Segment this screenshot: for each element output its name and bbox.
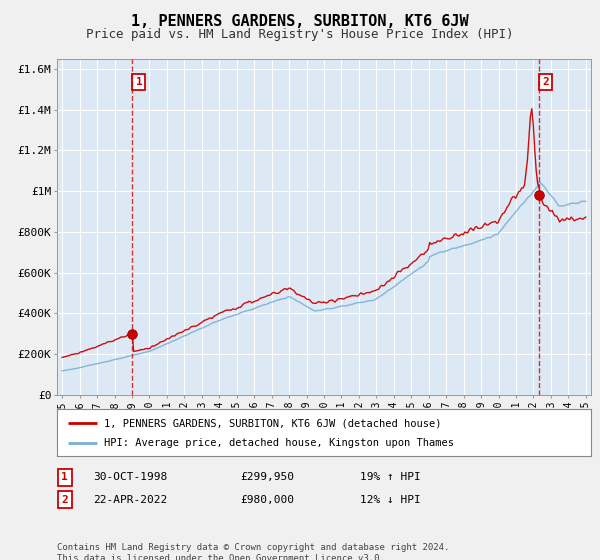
Text: 2: 2 [61,494,68,505]
Text: 2: 2 [542,77,549,87]
Text: 19% ↑ HPI: 19% ↑ HPI [360,472,421,482]
Text: 1: 1 [61,472,68,482]
Text: 1: 1 [136,77,142,87]
Text: 30-OCT-1998: 30-OCT-1998 [93,472,167,482]
Text: Contains HM Land Registry data © Crown copyright and database right 2024.
This d: Contains HM Land Registry data © Crown c… [57,543,449,560]
Text: 1, PENNERS GARDENS, SURBITON, KT6 6JW: 1, PENNERS GARDENS, SURBITON, KT6 6JW [131,14,469,29]
Text: Price paid vs. HM Land Registry's House Price Index (HPI): Price paid vs. HM Land Registry's House … [86,28,514,41]
Text: 12% ↓ HPI: 12% ↓ HPI [360,494,421,505]
Text: HPI: Average price, detached house, Kingston upon Thames: HPI: Average price, detached house, King… [104,438,454,448]
Text: £299,950: £299,950 [240,472,294,482]
Text: 22-APR-2022: 22-APR-2022 [93,494,167,505]
Text: 1, PENNERS GARDENS, SURBITON, KT6 6JW (detached house): 1, PENNERS GARDENS, SURBITON, KT6 6JW (d… [104,418,442,428]
Text: £980,000: £980,000 [240,494,294,505]
